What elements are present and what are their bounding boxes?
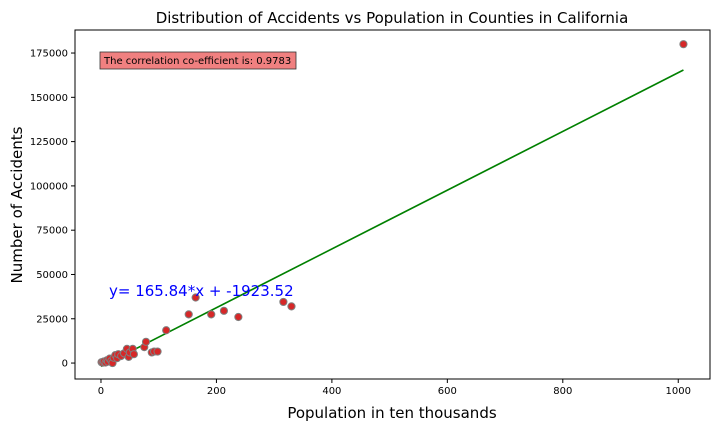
y-tick-label: 75000 <box>36 226 68 237</box>
data-point <box>141 337 151 346</box>
y-tick-label: 25000 <box>36 314 68 325</box>
data-point <box>153 347 162 356</box>
x-tick-label: 200 <box>207 386 226 397</box>
x-tick-label: 400 <box>322 386 341 397</box>
x-tick-label: 600 <box>438 386 457 397</box>
data-point <box>191 293 200 302</box>
x-tick-label: 1000 <box>666 386 691 397</box>
data-point <box>184 310 193 319</box>
y-tick-label: 175000 <box>30 49 68 60</box>
y-tick-label: 100000 <box>30 181 68 192</box>
plot-frame <box>74 29 711 380</box>
data-point <box>162 326 171 335</box>
chart-title: Distribution of Accidents vs Population … <box>156 9 629 27</box>
y-tick-label: 0 <box>62 359 68 370</box>
data-point <box>234 312 243 322</box>
correlation-box: The correlation co-efficient is: 0.9783 <box>99 51 297 70</box>
y-tick-label: 50000 <box>36 270 68 281</box>
regression-line <box>100 69 684 368</box>
y-axis-label: Number of Accidents <box>8 126 26 283</box>
regression-line-group <box>100 69 684 368</box>
plot-area <box>74 29 711 380</box>
y-tick-label: 125000 <box>30 137 68 148</box>
correlation-text: The correlation co-efficient is: 0.9783 <box>103 56 291 67</box>
correlation-box-bg <box>99 51 297 70</box>
data-point <box>679 40 688 49</box>
y-axis-ticks: 0 25000 50000 75000 100000 125000 150000 175000 <box>30 49 75 370</box>
y-tick-label: 150000 <box>30 93 68 104</box>
data-point <box>219 306 229 315</box>
regression-equation: y= 165.84*x + -1923.52 <box>109 282 294 300</box>
x-tick-label: 0 <box>98 386 104 397</box>
data-point <box>207 310 216 319</box>
data-points <box>97 40 688 368</box>
x-axis-label: Population in ten thousands <box>287 404 497 422</box>
data-point <box>287 302 296 311</box>
data-point <box>279 297 288 307</box>
x-axis-ticks: 0 200 400 600 800 1000 <box>98 379 691 397</box>
data-point <box>129 350 138 359</box>
x-tick-label: 800 <box>553 386 572 397</box>
